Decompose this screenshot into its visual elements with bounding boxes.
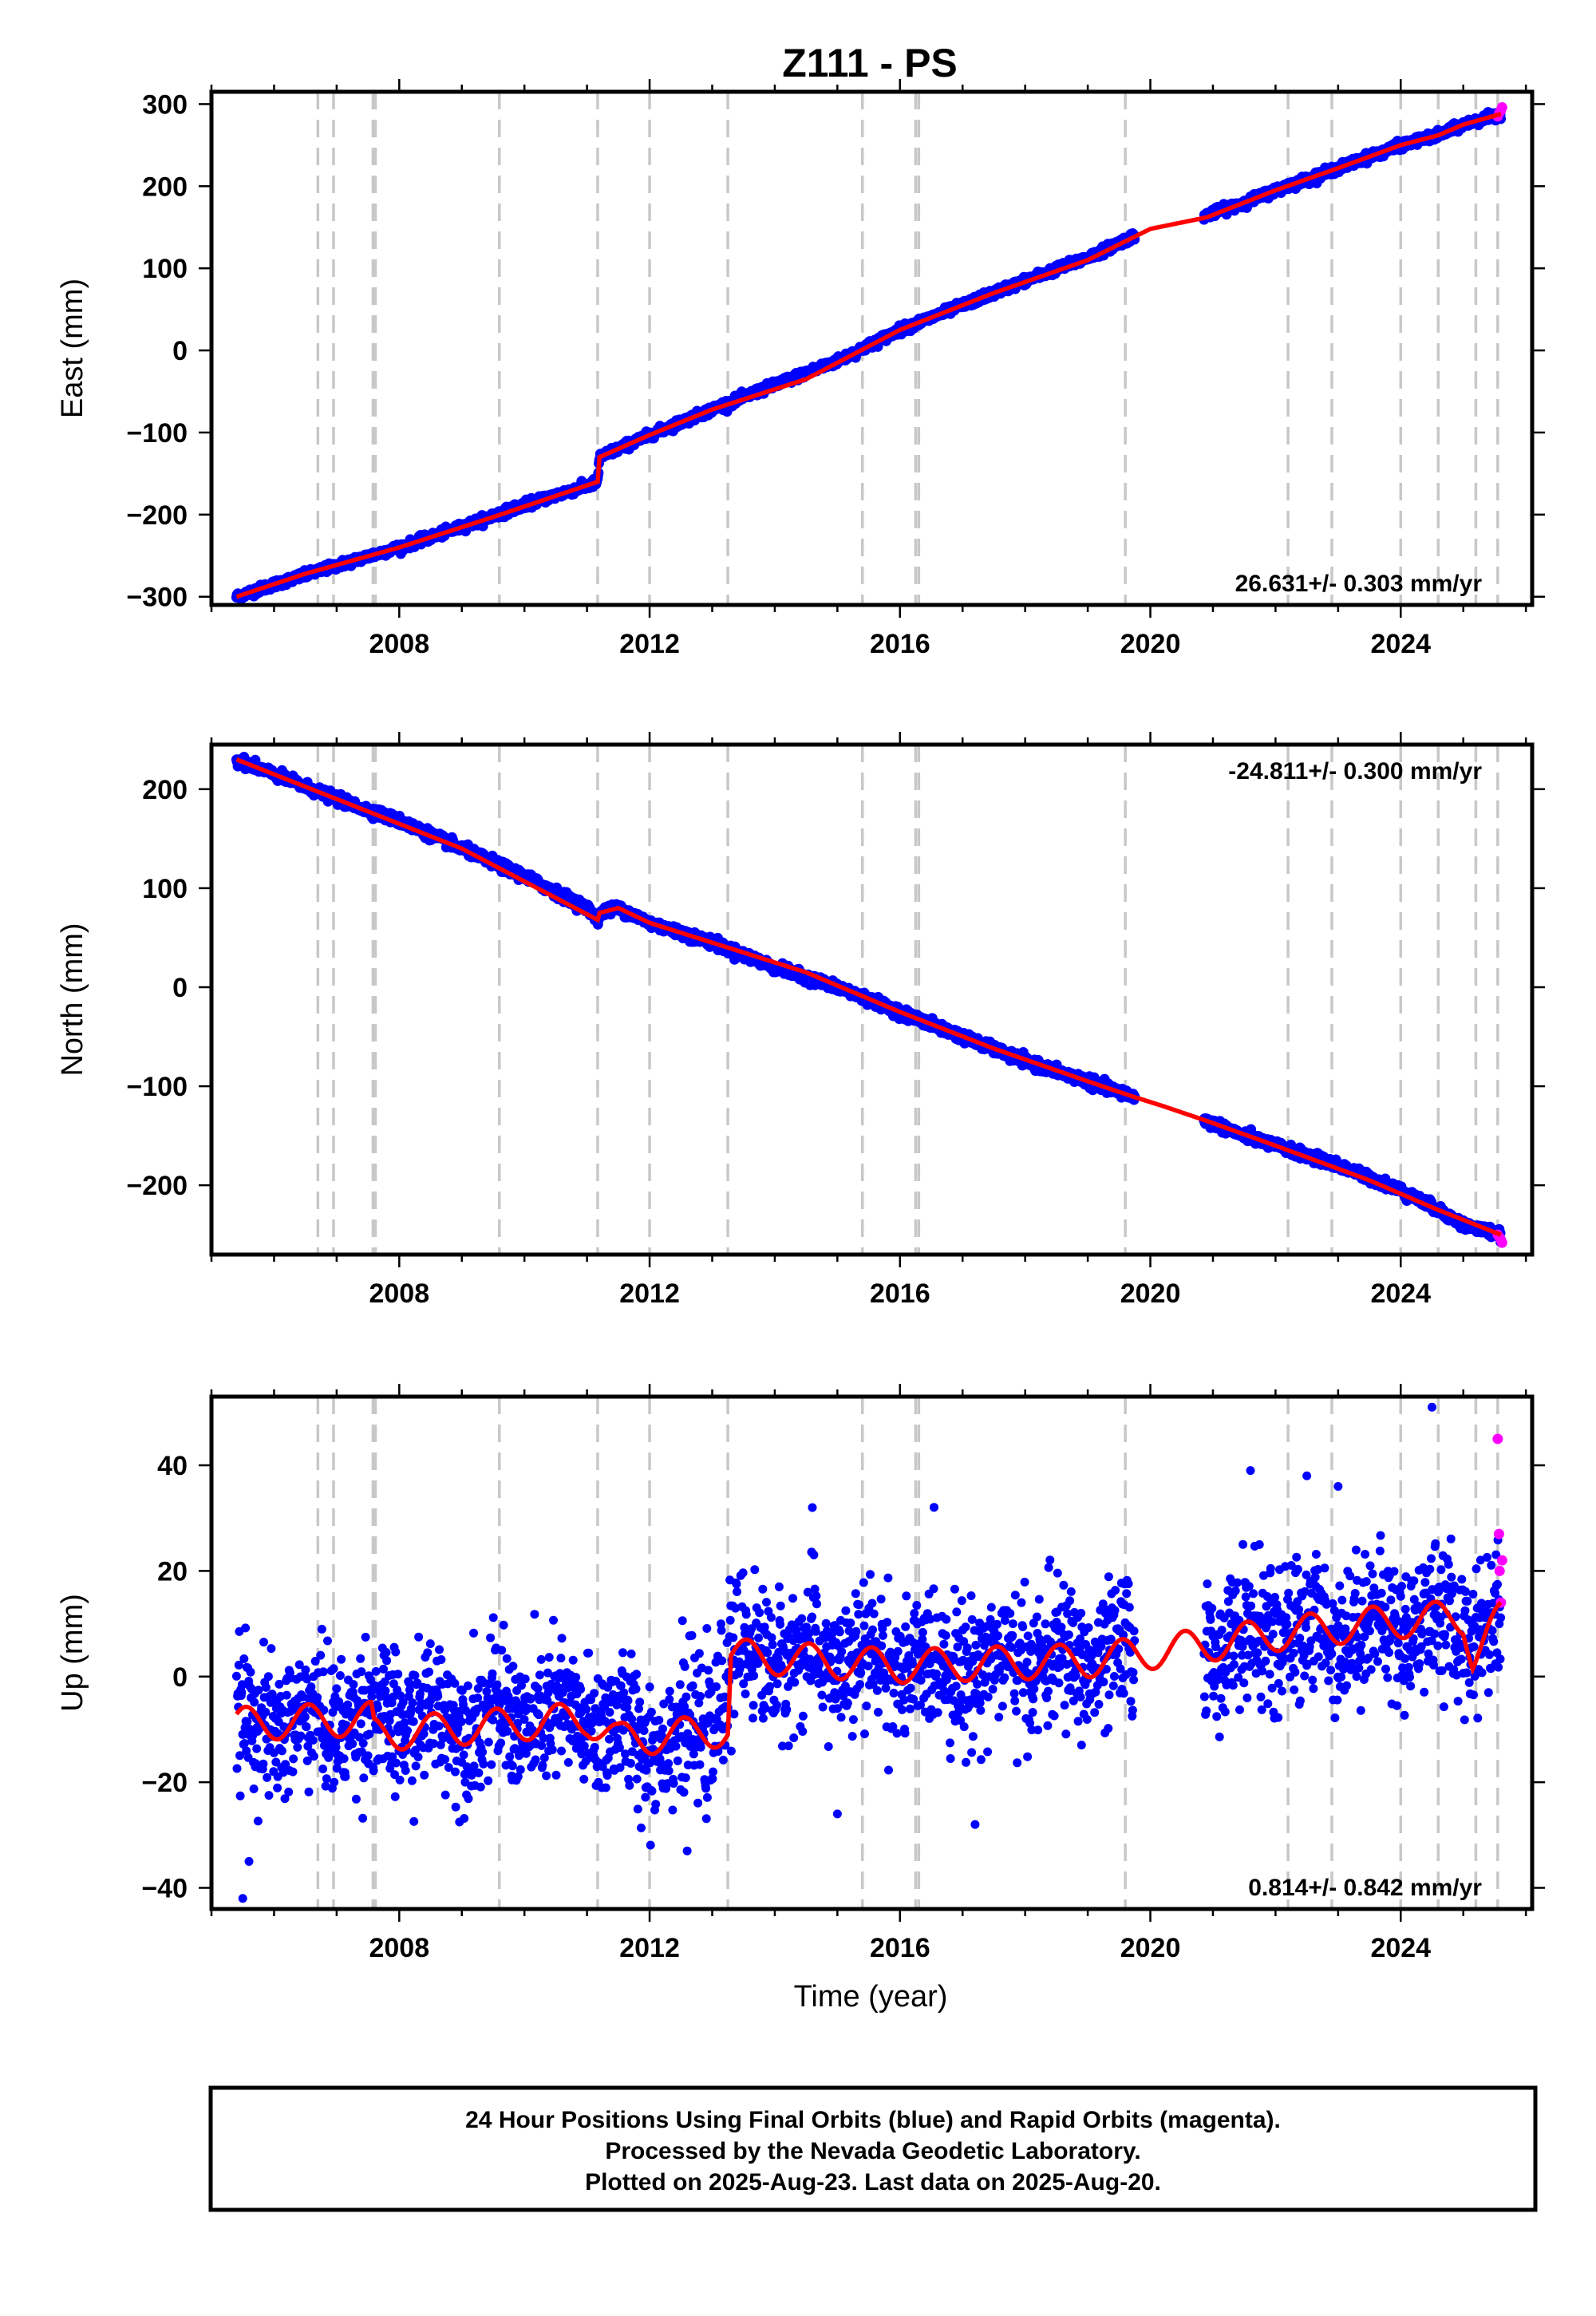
y-tick-label: −300 <box>126 583 188 613</box>
y-tick-label: 200 <box>142 172 188 202</box>
y-axis-label: East (mm) <box>56 279 89 418</box>
y-tick-label: 100 <box>142 254 188 284</box>
y-tick-label: −100 <box>126 418 188 449</box>
rapid-orbit-point <box>1496 102 1507 113</box>
x-tick-label: 2012 <box>619 629 680 659</box>
y-tick-label: 300 <box>142 89 188 120</box>
x-tick-label: 2008 <box>369 629 429 659</box>
east-panel: 2008 2012 2016 2020 2024 −300 −200 −100 0 100 200 3… <box>56 79 1545 659</box>
north-panel: 2008 2012 2016 2020 2024−200−1000100200North… <box>56 732 1545 1309</box>
x-tick-label: 2024 <box>1370 629 1431 659</box>
y-tick-label: −200 <box>126 500 188 531</box>
x-tick-label: 2016 <box>870 629 930 659</box>
final-orbit-points <box>231 106 1507 605</box>
x-tick-label: 2020 <box>1120 629 1181 659</box>
y-tick-label: 0 <box>172 336 188 366</box>
rate-label: 26.631+/- 0.303 mm/yr <box>1235 571 1483 597</box>
chart-title: Z111 - PS <box>782 41 958 85</box>
